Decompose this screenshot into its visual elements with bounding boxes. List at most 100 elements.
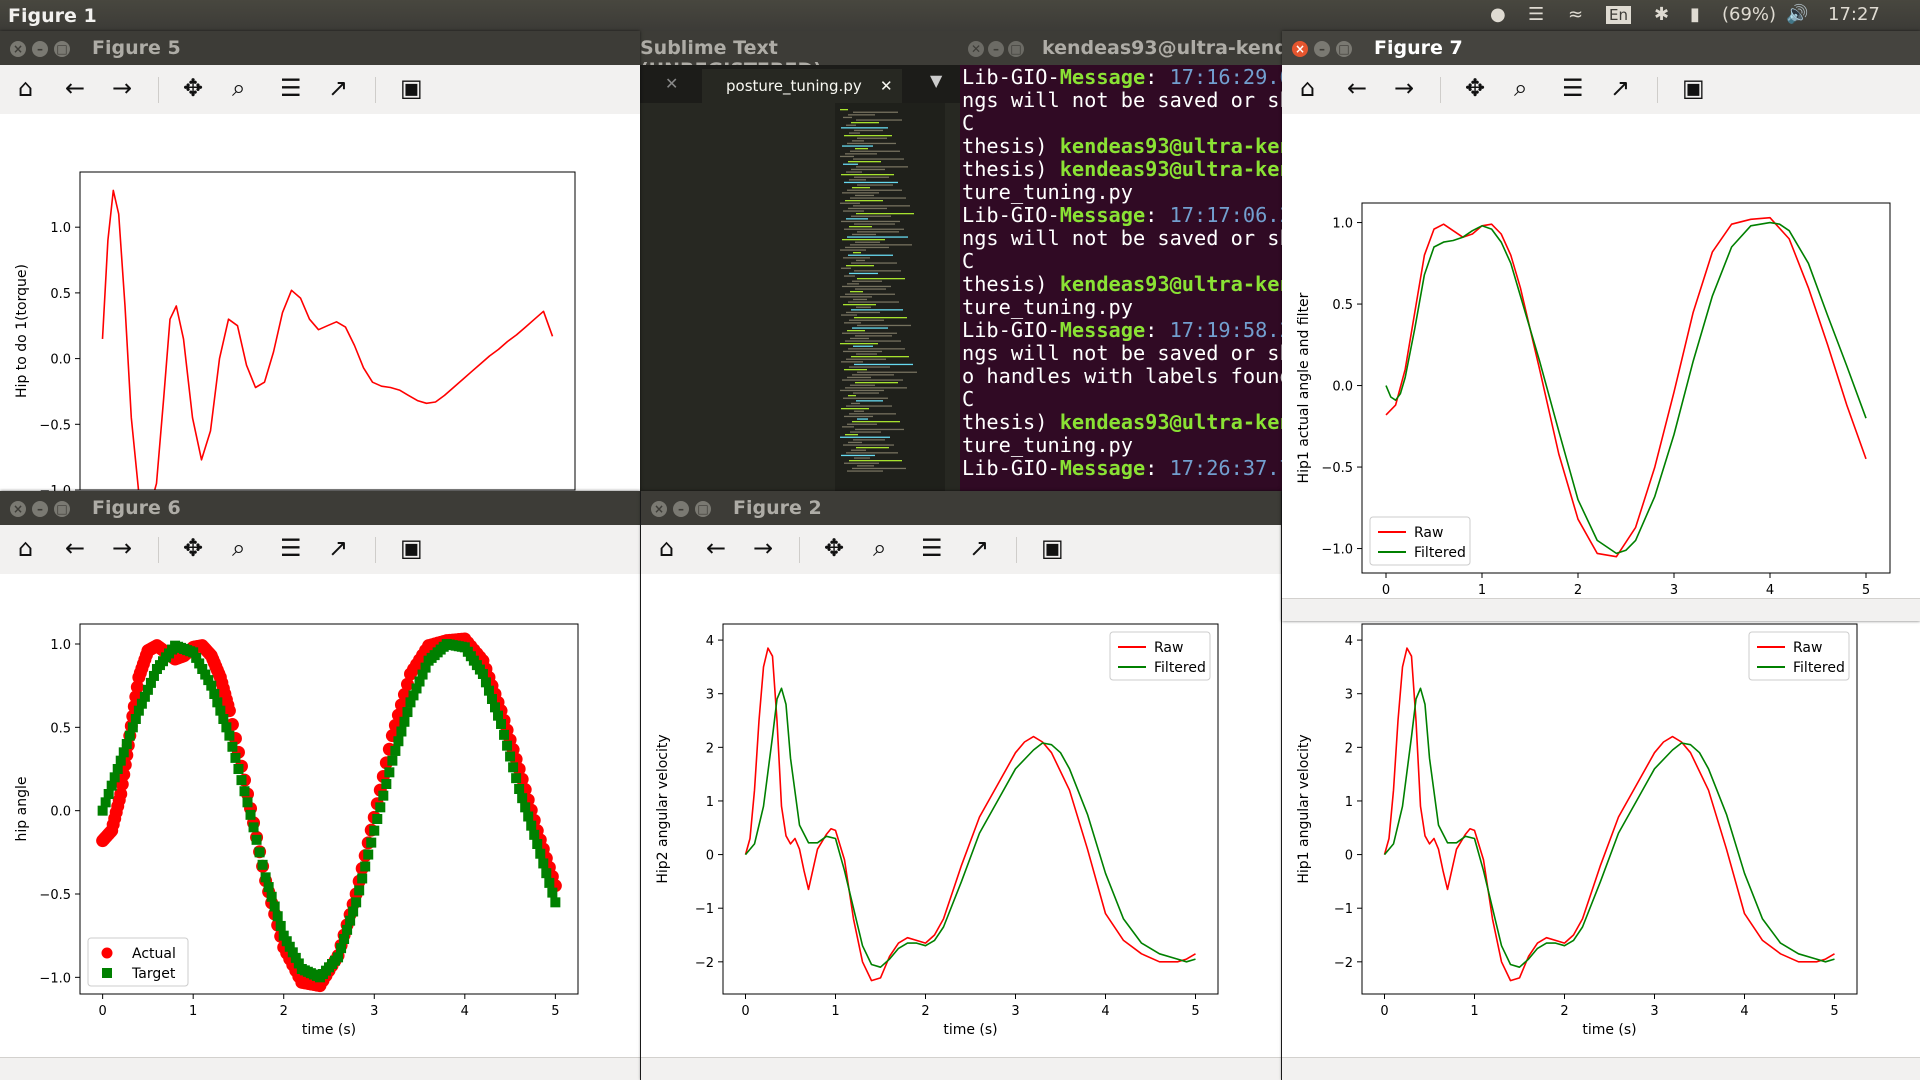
minimap-line xyxy=(856,400,883,402)
pan-icon[interactable]: ✥ xyxy=(1465,74,1486,102)
figure-window-5[interactable]: ×–□ Figure 5 ⌂ ← → ✥ ⌕ ☰ ↗ ▣ 1.0 0.5 0.0 −0.5 −1.0 Hi… xyxy=(0,31,640,491)
forward-icon[interactable]: → xyxy=(112,534,133,562)
maximize-icon[interactable]: □ xyxy=(1008,41,1024,57)
battery-percent[interactable]: (69%) xyxy=(1722,4,1777,25)
home-icon[interactable]: ⌂ xyxy=(18,74,34,102)
plot-hip1-velocity[interactable]: 0 1 2 3 4 5 4 3 2 1 0 −1 −2 time (s) Hip1 angular velo… xyxy=(1282,574,1920,1080)
sublime-editor-area[interactable] xyxy=(640,103,965,491)
close-icon[interactable]: × xyxy=(1292,41,1308,57)
pan-icon[interactable]: ✥ xyxy=(183,534,204,562)
tab-dropdown-icon[interactable]: ▼ xyxy=(930,71,943,90)
save-icon[interactable]: ▣ xyxy=(400,534,423,562)
bluetooth-icon[interactable]: ✱ xyxy=(1654,4,1670,25)
save-icon[interactable]: ▣ xyxy=(400,74,423,102)
close-icon[interactable]: × xyxy=(10,501,26,517)
minimap-line xyxy=(856,447,889,449)
back-icon[interactable]: ← xyxy=(1347,74,1368,102)
data-point xyxy=(375,802,386,813)
forward-icon[interactable]: → xyxy=(753,534,774,562)
terminal-title-bar[interactable]: ✕ – □ kendeas93@ultra-kendeas xyxy=(960,31,1292,65)
terminal-output[interactable]: Lib-GIO-Message: 17:16:29.6 ngs will not … xyxy=(962,66,1292,480)
figure-canvas[interactable]: 1.0 0.5 0.0 −0.5 −1.0 Hip to do 1(torque) xyxy=(0,114,640,491)
configure-subplots-icon[interactable]: ☰ xyxy=(280,534,302,562)
menu-list-icon[interactable]: ☰ xyxy=(1528,4,1545,25)
save-icon[interactable]: ▣ xyxy=(1682,74,1705,102)
figure-toolbar: ⌂ ← → ✥ ⌕ ☰ ↗ ▣ xyxy=(1282,65,1920,114)
pan-icon[interactable]: ✥ xyxy=(183,74,204,102)
back-icon[interactable]: ← xyxy=(65,534,86,562)
legend: Raw Filtered xyxy=(1369,516,1471,566)
figure-canvas[interactable]: 0 1 2 3 4 5 4 3 2 1 0 −1 −2 time (s) Hip2 angular velo… xyxy=(641,574,1281,1080)
plot-figure-6[interactable]: 0 1 2 3 4 5 1.0 0.5 0.0 −0.5 −1.0 time (s) hip angle… xyxy=(0,574,640,1080)
terminal-window[interactable]: ✕ – □ kendeas93@ultra-kendeas Lib-GIO-Me… xyxy=(960,31,1292,491)
wifi-icon[interactable]: ≈ xyxy=(1568,4,1584,25)
pan-icon[interactable]: ✥ xyxy=(824,534,845,562)
figure-window-6[interactable]: × – □ Figure 6 ⌂ ← → ✥ ⌕ ☰ ↗ ▣ 0 1 2 3 4 5 1.0 0.5 0.0 −0.5… xyxy=(0,491,640,1080)
minimize-icon[interactable]: – xyxy=(988,41,1004,57)
forward-icon[interactable]: → xyxy=(1394,74,1415,102)
minimize-icon[interactable]: – xyxy=(1314,41,1330,57)
close-icon[interactable]: × xyxy=(10,41,26,57)
figure-title-bar[interactable]: × – □ Figure 5 xyxy=(0,31,640,65)
save-icon[interactable]: ▣ xyxy=(1041,534,1064,562)
sublime-window[interactable]: Sublime Text (UNREGISTERED) ✕ posture_tu… xyxy=(640,31,965,491)
zoom-icon[interactable]: ⌕ xyxy=(232,534,246,562)
zoom-icon[interactable]: ⌕ xyxy=(873,534,887,562)
maximize-icon[interactable]: □ xyxy=(54,501,70,517)
minimize-icon[interactable]: – xyxy=(32,41,48,57)
minimap-line xyxy=(855,335,892,337)
data-point xyxy=(550,897,561,908)
forward-icon[interactable]: → xyxy=(112,74,133,102)
minimap-line xyxy=(847,330,865,332)
maximize-icon[interactable]: □ xyxy=(1336,41,1352,57)
configure-subplots-icon[interactable]: ☰ xyxy=(921,534,943,562)
tab-close-icon[interactable]: ✕ xyxy=(880,77,893,95)
edit-axis-icon[interactable]: ↗ xyxy=(328,534,349,562)
zoom-icon[interactable]: ⌕ xyxy=(232,74,246,102)
sync-icon[interactable]: ● xyxy=(1490,4,1506,25)
figure-window-2[interactable]: × – □ Figure 2 ⌂ ← → ✥ ⌕ ☰ ↗ ▣ 0 1 2 3 4 5 4 3 2 1 0 −1 −2 time… xyxy=(641,491,1281,1080)
zoom-icon[interactable]: ⌕ xyxy=(1514,74,1528,102)
tab-posture-tuning[interactable]: posture_tuning.py ✕ xyxy=(702,69,902,103)
data-point xyxy=(544,877,555,888)
data-point xyxy=(194,658,205,669)
configure-subplots-icon[interactable]: ☰ xyxy=(1562,74,1584,102)
figure-canvas[interactable]: 0 1 2 3 4 5 1.0 0.5 0.0 −0.5 −1.0 time (s) hip angle… xyxy=(0,574,640,1080)
figure-canvas[interactable]: 0 1 2 3 4 5 4 3 2 1 0 −1 −2 time (s) Hip1 angular velo… xyxy=(1282,574,1920,1080)
data-point xyxy=(547,887,558,898)
tab-close-icon[interactable]: ✕ xyxy=(665,74,679,93)
back-icon[interactable]: ← xyxy=(706,534,727,562)
sublime-title-bar[interactable]: Sublime Text (UNREGISTERED) xyxy=(640,31,965,81)
minimize-icon[interactable]: – xyxy=(673,501,689,517)
configure-subplots-icon[interactable]: ☰ xyxy=(280,74,302,102)
battery-icon[interactable]: ▮ xyxy=(1690,4,1700,25)
close-icon[interactable]: ✕ xyxy=(968,41,984,57)
volume-icon[interactable]: 🔊 xyxy=(1786,4,1809,25)
figure-window-7[interactable]: × – □ Figure 7 ⌂ ← → ✥ ⌕ ☰ ↗ ▣ 0 1 2 3 4 5 1.0 0.5 0.0 −0.5… xyxy=(1282,31,1920,621)
edit-axis-icon[interactable]: ↗ xyxy=(969,534,990,562)
figure-title-bar[interactable]: × – □ Figure 2 xyxy=(641,491,1281,525)
edit-axis-icon[interactable]: ↗ xyxy=(328,74,349,102)
legend-marker xyxy=(101,947,113,959)
clock[interactable]: 17:27 xyxy=(1828,4,1880,25)
figure-title-bar[interactable]: × – □ Figure 6 xyxy=(0,491,640,525)
back-icon[interactable]: ← xyxy=(65,74,86,102)
edit-axis-icon[interactable]: ↗ xyxy=(1610,74,1631,102)
home-icon[interactable]: ⌂ xyxy=(1300,74,1316,102)
maximize-icon[interactable]: □ xyxy=(695,501,711,517)
code-minimap[interactable] xyxy=(840,109,917,472)
plot-figure-2[interactable]: 0 1 2 3 4 5 4 3 2 1 0 −1 −2 time (s) Hip2 angular velo… xyxy=(641,574,1281,1080)
maximize-icon[interactable]: □ xyxy=(54,41,70,57)
plot-figure-5[interactable]: 1.0 0.5 0.0 −0.5 −1.0 Hip to do 1(torque) xyxy=(0,114,640,491)
home-icon[interactable]: ⌂ xyxy=(659,534,675,562)
home-icon[interactable]: ⌂ xyxy=(18,534,34,562)
y-tick-label: 2 xyxy=(706,741,714,756)
figure-title-bar[interactable]: × – □ Figure 7 xyxy=(1282,31,1920,65)
y-tick-label: 0.0 xyxy=(50,353,71,368)
keyboard-layout-indicator[interactable]: En xyxy=(1606,6,1631,24)
terminal-line: thesis) kendeas93@ultra-ken xyxy=(962,273,1292,296)
close-icon[interactable]: × xyxy=(651,501,667,517)
minimize-icon[interactable]: – xyxy=(32,501,48,517)
